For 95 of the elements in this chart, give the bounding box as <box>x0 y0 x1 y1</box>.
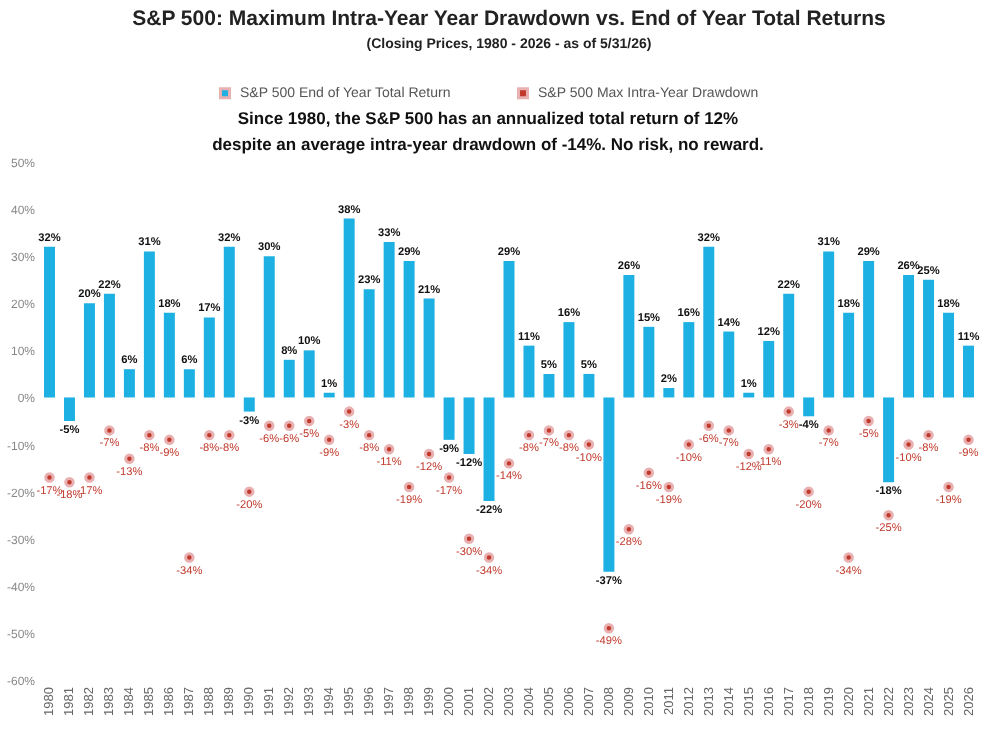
bar <box>803 397 815 417</box>
bar <box>223 246 235 398</box>
point <box>283 420 295 431</box>
bar <box>163 312 175 398</box>
bar <box>763 340 775 398</box>
bar <box>303 350 315 398</box>
point <box>343 406 355 417</box>
bar <box>783 293 795 398</box>
point <box>84 472 95 483</box>
point <box>703 420 715 431</box>
point <box>403 481 415 493</box>
point <box>184 552 195 563</box>
bar <box>123 369 135 398</box>
bar <box>683 322 695 398</box>
bar <box>543 373 555 398</box>
bar <box>283 359 295 398</box>
bar <box>463 397 475 454</box>
bar <box>523 345 535 398</box>
point <box>803 486 814 497</box>
point <box>204 429 215 441</box>
point <box>923 429 934 441</box>
bar <box>503 260 515 398</box>
point <box>583 439 595 450</box>
bar <box>823 251 835 398</box>
bar <box>143 251 155 398</box>
bar <box>863 260 875 398</box>
point <box>643 467 655 479</box>
bar <box>703 246 715 398</box>
point <box>863 415 874 427</box>
bar <box>723 331 735 398</box>
bar <box>623 275 635 398</box>
point <box>603 622 615 634</box>
point <box>563 429 575 441</box>
bar <box>343 218 355 398</box>
bar <box>563 322 575 398</box>
point <box>623 524 635 535</box>
point <box>663 481 675 493</box>
point <box>523 429 535 441</box>
bar <box>963 345 975 398</box>
bar <box>403 260 415 398</box>
bar <box>103 293 115 398</box>
text: Since 1980, the S&P 500 has an annualized total return of 12% <box>237 108 740 128</box>
bar <box>663 388 675 398</box>
point <box>483 552 495 563</box>
bar <box>923 279 935 398</box>
point <box>763 444 774 455</box>
bar <box>83 303 95 398</box>
point <box>224 429 235 441</box>
point <box>244 486 255 497</box>
point <box>124 453 135 464</box>
point <box>144 429 155 441</box>
point <box>943 481 954 493</box>
point <box>423 448 435 460</box>
bar <box>583 373 595 398</box>
bar <box>203 317 215 398</box>
point <box>323 434 335 446</box>
bar <box>843 312 855 398</box>
bar <box>443 397 455 440</box>
bar <box>603 397 615 572</box>
point <box>463 533 475 544</box>
point <box>363 429 375 441</box>
chart-title: S&P 500: Maximum Intra-Year Year Drawdown vs. End of Year Total Returns <box>132 7 887 31</box>
point <box>383 444 395 455</box>
point <box>963 434 974 446</box>
bar <box>263 256 275 398</box>
point <box>443 472 455 483</box>
point <box>104 425 115 436</box>
bar <box>363 289 375 398</box>
bar <box>423 298 435 398</box>
bar <box>883 397 895 483</box>
text: despite an average intra-year drawdown of -14%. No risk, no reward. <box>212 134 764 154</box>
point <box>64 476 75 488</box>
point <box>883 509 894 521</box>
bar <box>63 397 75 421</box>
point <box>843 552 854 563</box>
bar <box>243 397 255 412</box>
point <box>823 425 834 436</box>
point <box>903 439 914 450</box>
point <box>303 415 315 427</box>
point <box>164 434 175 446</box>
point <box>723 425 735 436</box>
point <box>543 425 555 436</box>
bar <box>383 242 395 398</box>
point <box>44 472 55 483</box>
bar <box>183 369 195 398</box>
bar <box>483 397 495 502</box>
bar <box>903 275 915 398</box>
bar <box>943 312 955 398</box>
point <box>683 439 695 450</box>
point <box>264 420 275 431</box>
bar <box>43 246 55 398</box>
point <box>743 448 754 460</box>
bar <box>643 326 655 398</box>
point <box>503 458 515 469</box>
point <box>783 406 794 417</box>
